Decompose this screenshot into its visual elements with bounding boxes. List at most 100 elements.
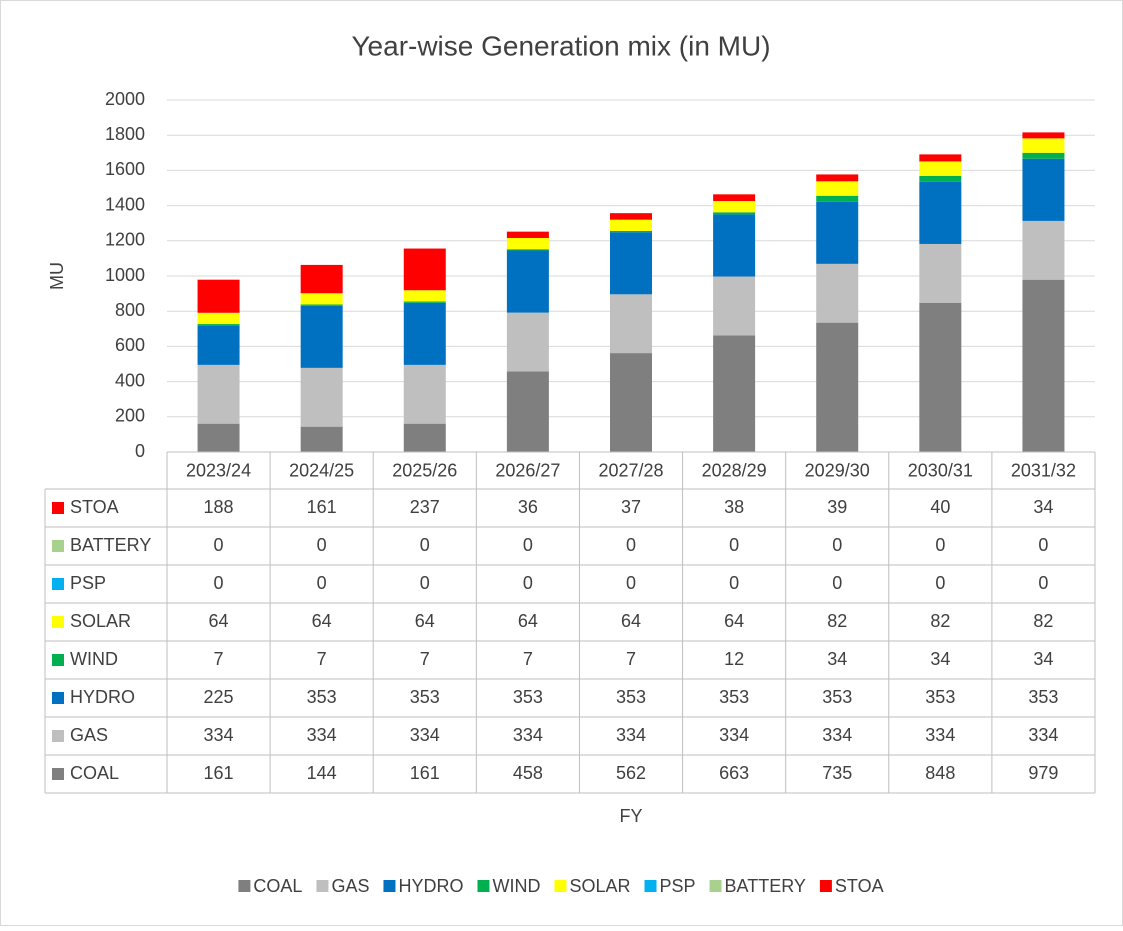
table-cell: 64 <box>415 611 435 631</box>
table-cell: 161 <box>410 763 440 783</box>
bar-segment <box>919 161 962 176</box>
table-cell: 64 <box>209 611 229 631</box>
bar-segment <box>197 279 240 313</box>
table-cell: 36 <box>518 497 538 517</box>
bar-segment <box>713 201 756 213</box>
bar-segment <box>919 154 962 162</box>
bar-segment <box>713 335 756 452</box>
table-cell: 848 <box>925 763 955 783</box>
bar-segment <box>300 426 343 452</box>
y-tick-label: 600 <box>115 335 145 355</box>
bar-segment <box>300 367 343 427</box>
table-cell: 7 <box>317 649 327 669</box>
bar-segment <box>506 231 549 238</box>
legend-label: WIND <box>492 876 540 896</box>
legend-key <box>819 880 832 892</box>
table-cell: 0 <box>214 535 224 555</box>
y-tick-label: 1800 <box>105 124 145 144</box>
table-cell: 334 <box>822 725 852 745</box>
table-cell: 334 <box>925 725 955 745</box>
x-tick-label: 2028/29 <box>702 460 767 480</box>
table-cell: 40 <box>930 497 950 517</box>
table-cell: 353 <box>1028 687 1058 707</box>
table-cell: 64 <box>518 611 538 631</box>
bar-segment <box>197 325 240 365</box>
bar-segment <box>197 324 240 326</box>
bar-segment <box>403 301 446 303</box>
table-cell: 7 <box>626 649 636 669</box>
table-cell: 0 <box>626 573 636 593</box>
bar-segment <box>610 232 652 295</box>
x-axis-label: FY <box>619 806 642 826</box>
table-cell: 0 <box>729 573 739 593</box>
table-cell: 353 <box>410 687 440 707</box>
table-cell: 0 <box>1038 535 1048 555</box>
table-cell: 64 <box>621 611 641 631</box>
bar-segment <box>919 175 962 182</box>
y-tick-label: 1600 <box>105 159 145 179</box>
table-cell: 144 <box>307 763 337 783</box>
table-cell: 0 <box>317 573 327 593</box>
bar-segment <box>816 322 859 452</box>
table-cell: 161 <box>204 763 234 783</box>
bar-segment <box>197 423 240 452</box>
chart-title: Year-wise Generation mix (in MU) <box>351 30 770 61</box>
y-tick-label: 1000 <box>105 265 145 285</box>
bar-segment <box>506 250 549 313</box>
table-cell: 0 <box>523 535 533 555</box>
y-tick-label: 800 <box>115 300 145 320</box>
legend-label: STOA <box>835 876 884 896</box>
table-cell: 0 <box>420 573 430 593</box>
legend-label: COAL <box>253 876 302 896</box>
table-row-label: COAL <box>70 763 119 783</box>
table-cell: 353 <box>307 687 337 707</box>
table-cell: 0 <box>626 535 636 555</box>
table-cell: 979 <box>1028 763 1058 783</box>
bar-segment <box>713 214 756 277</box>
bar-segment <box>197 364 240 424</box>
table-cell: 334 <box>513 725 543 745</box>
legend-label: BATTERY <box>725 876 806 896</box>
table-legend-key <box>52 616 64 628</box>
table-cell: 237 <box>410 497 440 517</box>
table-cell: 34 <box>827 649 847 669</box>
bar-segment <box>713 276 756 336</box>
table-row-label: WIND <box>70 649 118 669</box>
x-tick-label: 2031/32 <box>1011 460 1076 480</box>
table-cell: 458 <box>513 763 543 783</box>
bar-segment <box>403 364 446 424</box>
x-tick-label: 2025/26 <box>392 460 457 480</box>
table-cell: 0 <box>420 535 430 555</box>
table-cell: 39 <box>827 497 847 517</box>
table-cell: 64 <box>312 611 332 631</box>
table-cell: 7 <box>523 649 533 669</box>
table-cell: 334 <box>204 725 234 745</box>
bar-segment <box>1022 152 1065 159</box>
table-legend-key <box>52 540 64 552</box>
bar-segment <box>300 305 343 368</box>
legend-label: SOLAR <box>569 876 630 896</box>
bar-segment <box>1022 279 1065 452</box>
table-legend-key <box>52 730 64 742</box>
table-cell: 38 <box>724 497 744 517</box>
table-cell: 334 <box>616 725 646 745</box>
table-cell: 0 <box>935 573 945 593</box>
table-cell: 34 <box>1033 497 1053 517</box>
table-cell: 225 <box>204 687 234 707</box>
table-cell: 334 <box>410 725 440 745</box>
table-cell: 0 <box>214 573 224 593</box>
x-tick-label: 2024/25 <box>289 460 354 480</box>
legend-label: HYDRO <box>398 876 463 896</box>
legend-key <box>709 880 722 892</box>
y-tick-label: 200 <box>115 406 145 426</box>
x-tick-label: 2027/28 <box>598 460 663 480</box>
table-row-label: BATTERY <box>70 535 151 555</box>
table-cell: 353 <box>513 687 543 707</box>
table-row-label: GAS <box>70 725 108 745</box>
table-cell: 562 <box>616 763 646 783</box>
table-cell: 0 <box>1038 573 1048 593</box>
table-legend-key <box>52 654 64 666</box>
bar-segment <box>713 194 756 202</box>
bar-segment <box>300 264 343 294</box>
bar-segment <box>1022 138 1065 153</box>
